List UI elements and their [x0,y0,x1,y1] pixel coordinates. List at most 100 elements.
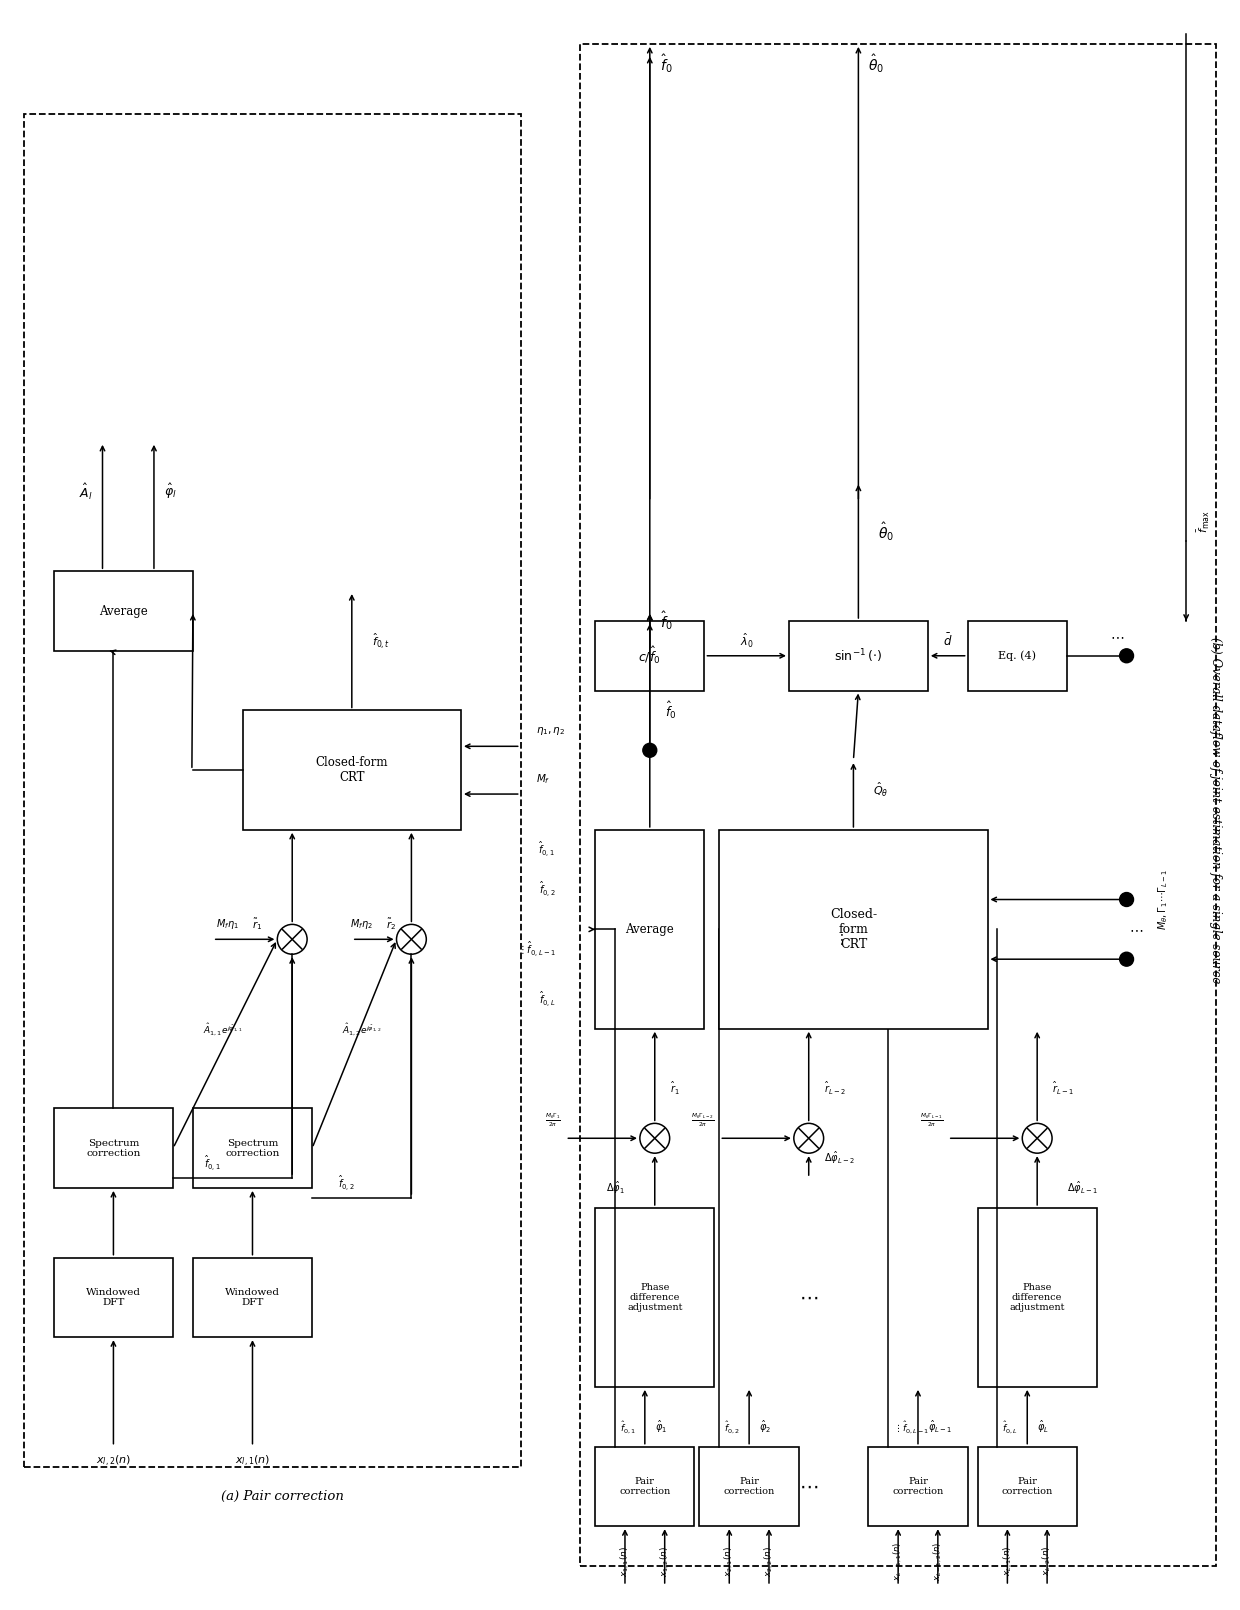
Text: $\Delta\hat{\varphi}_{L-2}$: $\Delta\hat{\varphi}_{L-2}$ [823,1150,854,1166]
Bar [53,1257,174,1338]
Text: $\bar{f}_{\mathrm{max}}$: $\bar{f}_{\mathrm{max}}$ [1197,510,1213,533]
Text: $\hat{\lambda}_0$: $\hat{\lambda}_0$ [740,631,754,650]
Text: $\hat{\varphi}_2$: $\hat{\varphi}_2$ [759,1418,771,1435]
Circle shape [642,744,657,757]
Text: $\sin^{-1}(\cdot)$: $\sin^{-1}(\cdot)$ [835,647,883,665]
Text: Average: Average [99,604,148,618]
Text: $x_{l,2}(n)$: $x_{l,2}(n)$ [95,1454,131,1470]
Text: $x_{L-1,2}(n)$: $x_{L-1,2}(n)$ [931,1541,944,1581]
Text: $c/\hat{f}_0$: $c/\hat{f}_0$ [639,646,661,667]
Text: $M_f$: $M_f$ [536,773,551,786]
Text: $\hat{\varphi}_{L-1}$: $\hat{\varphi}_{L-1}$ [928,1418,952,1435]
Text: (b) Overall dataflow of joint estimation for a single source: (b) Overall dataflow of joint estimation… [1209,638,1223,984]
Text: $\vdots\hat{f}_{0,L-1}$: $\vdots\hat{f}_{0,L-1}$ [893,1418,930,1435]
Bar [53,572,193,650]
Text: $M_f\eta_1$: $M_f\eta_1$ [216,918,239,931]
Circle shape [1120,649,1133,663]
Bar [595,621,704,691]
Text: $\Delta\hat{\varphi}_1$: $\Delta\hat{\varphi}_1$ [606,1180,625,1196]
Bar [193,1257,312,1338]
Text: $\hat{f}_{0,2}$: $\hat{f}_{0,2}$ [538,881,556,900]
Text: $x_{L-1,1}(n)$: $x_{L-1,1}(n)$ [892,1541,904,1581]
Text: Phase
difference
adjustment: Phase difference adjustment [1009,1283,1065,1312]
Bar [595,829,704,1029]
Text: $\hat{r}_1$: $\hat{r}_1$ [670,1080,680,1096]
Text: $x_{1,2}(n)$: $x_{1,2}(n)$ [658,1546,671,1576]
Text: $\hat{f}_0$: $\hat{f}_0$ [660,610,672,633]
Text: (a) Pair correction: (a) Pair correction [221,1489,343,1502]
Text: Eq. (4): Eq. (4) [998,650,1037,662]
Text: $\Delta\hat{\varphi}_{L-1}$: $\Delta\hat{\varphi}_{L-1}$ [1066,1180,1097,1196]
Text: $\cdots$: $\cdots$ [1110,630,1123,642]
Text: $\cdots$: $\cdots$ [799,1288,818,1306]
Text: $M_\theta,\Gamma_1\cdots\Gamma_{L-1}$: $M_\theta,\Gamma_1\cdots\Gamma_{L-1}$ [1157,869,1171,931]
Text: $\tilde{r}_1$: $\tilde{r}_1$ [252,916,263,932]
Text: $\bar{d}$: $\bar{d}$ [944,633,952,649]
Text: $x_{L,1}(n)$: $x_{L,1}(n)$ [1001,1546,1013,1576]
Text: $\hat{f}_{0,L}$: $\hat{f}_{0,L}$ [1002,1418,1018,1435]
Text: $\cdots$: $\cdots$ [1130,923,1143,937]
Text: Pair
correction: Pair correction [723,1476,775,1496]
Text: Average: Average [625,923,675,935]
Text: Windowed
DFT: Windowed DFT [86,1288,141,1307]
Bar [243,710,461,829]
Circle shape [1120,952,1133,966]
Text: $\hat{A}_{1,1}e^{j\hat{\varphi}_{1,1}}$: $\hat{A}_{1,1}e^{j\hat{\varphi}_{1,1}}$ [203,1021,243,1037]
Text: $\hat{f}_0$: $\hat{f}_0$ [660,53,672,76]
Bar [24,114,521,1467]
Text: $\hat{\theta}_0$: $\hat{\theta}_0$ [878,520,894,543]
Text: $x_{l,1}(n)$: $x_{l,1}(n)$ [234,1454,270,1470]
Bar [193,1108,312,1188]
Text: $\hat{A}_{1,2}e^{j\hat{\varphi}_{1,2}}$: $\hat{A}_{1,2}e^{j\hat{\varphi}_{1,2}}$ [342,1021,382,1037]
Text: Phase
difference
adjustment: Phase difference adjustment [627,1283,682,1312]
Text: $\hat{\varphi}_1$: $\hat{\varphi}_1$ [655,1418,667,1435]
Text: $x_{L,2}(n)$: $x_{L,2}(n)$ [1040,1546,1053,1576]
Text: $\eta_1, \eta_2$: $\eta_1, \eta_2$ [536,726,564,737]
Bar [977,1447,1076,1526]
Text: $\vdots\hat{f}_{0,L-1}$: $\vdots\hat{f}_{0,L-1}$ [517,940,556,960]
Text: $\hat{r}_{L-1}$: $\hat{r}_{L-1}$ [1052,1080,1074,1096]
Text: $\frac{M_\theta\Gamma_1}{2\pi}$: $\frac{M_\theta\Gamma_1}{2\pi}$ [544,1111,560,1129]
Text: $\tilde{r}_2$: $\tilde{r}_2$ [387,916,397,932]
Text: $\hat{f}_{0,L}$: $\hat{f}_{0,L}$ [538,989,556,1008]
Bar [580,43,1216,1567]
Bar [53,1108,174,1188]
Text: Windowed
DFT: Windowed DFT [224,1288,280,1307]
Text: $\hat{Q}_\theta$: $\hat{Q}_\theta$ [873,781,889,799]
Text: Pair
correction: Pair correction [619,1476,671,1496]
Text: $\hat{\varphi}_L$: $\hat{\varphi}_L$ [1037,1418,1049,1435]
Bar [868,1447,967,1526]
Bar [595,1447,694,1526]
Text: $\hat{f}_{0,1}$: $\hat{f}_{0,1}$ [620,1418,636,1435]
Text: $x_{2,1}(n)$: $x_{2,1}(n)$ [723,1546,735,1576]
Text: $\hat{\varphi}_l$: $\hat{\varphi}_l$ [164,481,176,501]
Text: Pair
correction: Pair correction [893,1476,944,1496]
Text: $\hat{r}_{L-2}$: $\hat{r}_{L-2}$ [823,1080,846,1096]
Text: $x_{1,1}(n)$: $x_{1,1}(n)$ [619,1546,631,1576]
Bar [699,1447,799,1526]
Text: Closed-form
CRT: Closed-form CRT [315,757,388,784]
Text: $x_{2,2}(n)$: $x_{2,2}(n)$ [763,1546,775,1576]
Text: $\hat{f}_{0,1}$: $\hat{f}_{0,1}$ [538,840,556,860]
Text: $\hat{\theta}_0$: $\hat{\theta}_0$ [868,53,884,76]
Bar [967,621,1066,691]
Text: $M_f\eta_2$: $M_f\eta_2$ [351,918,373,931]
Text: $\hat{A}_l$: $\hat{A}_l$ [79,481,93,502]
Text: $\hat{f}_{0,t}$: $\hat{f}_{0,t}$ [372,631,389,650]
Bar [977,1208,1096,1386]
Text: Pair
correction: Pair correction [1002,1476,1053,1496]
Bar [595,1208,714,1386]
Text: $\frac{M_\theta\Gamma_{L-1}}{2\pi}$: $\frac{M_\theta\Gamma_{L-1}}{2\pi}$ [920,1111,942,1129]
Bar [789,621,928,691]
Text: $\hat{f}_{0,1}$: $\hat{f}_{0,1}$ [205,1153,221,1172]
Bar [719,829,987,1029]
Text: $\hat{f}_0$: $\hat{f}_0$ [665,700,676,721]
Text: Spectrum
correction: Spectrum correction [87,1138,140,1158]
Text: $\frac{M_\theta\Gamma_{L-2}}{2\pi}$: $\frac{M_\theta\Gamma_{L-2}}{2\pi}$ [691,1111,714,1129]
Text: $\hat{f}_{0,2}$: $\hat{f}_{0,2}$ [339,1174,356,1193]
Text: $\cdots$: $\cdots$ [799,1478,818,1496]
Text: $\vdots$: $\vdots$ [833,932,843,947]
Circle shape [1120,892,1133,906]
Text: $\hat{f}_{0,2}$: $\hat{f}_{0,2}$ [724,1418,740,1435]
Text: Closed-
form
CRT: Closed- form CRT [830,908,877,952]
